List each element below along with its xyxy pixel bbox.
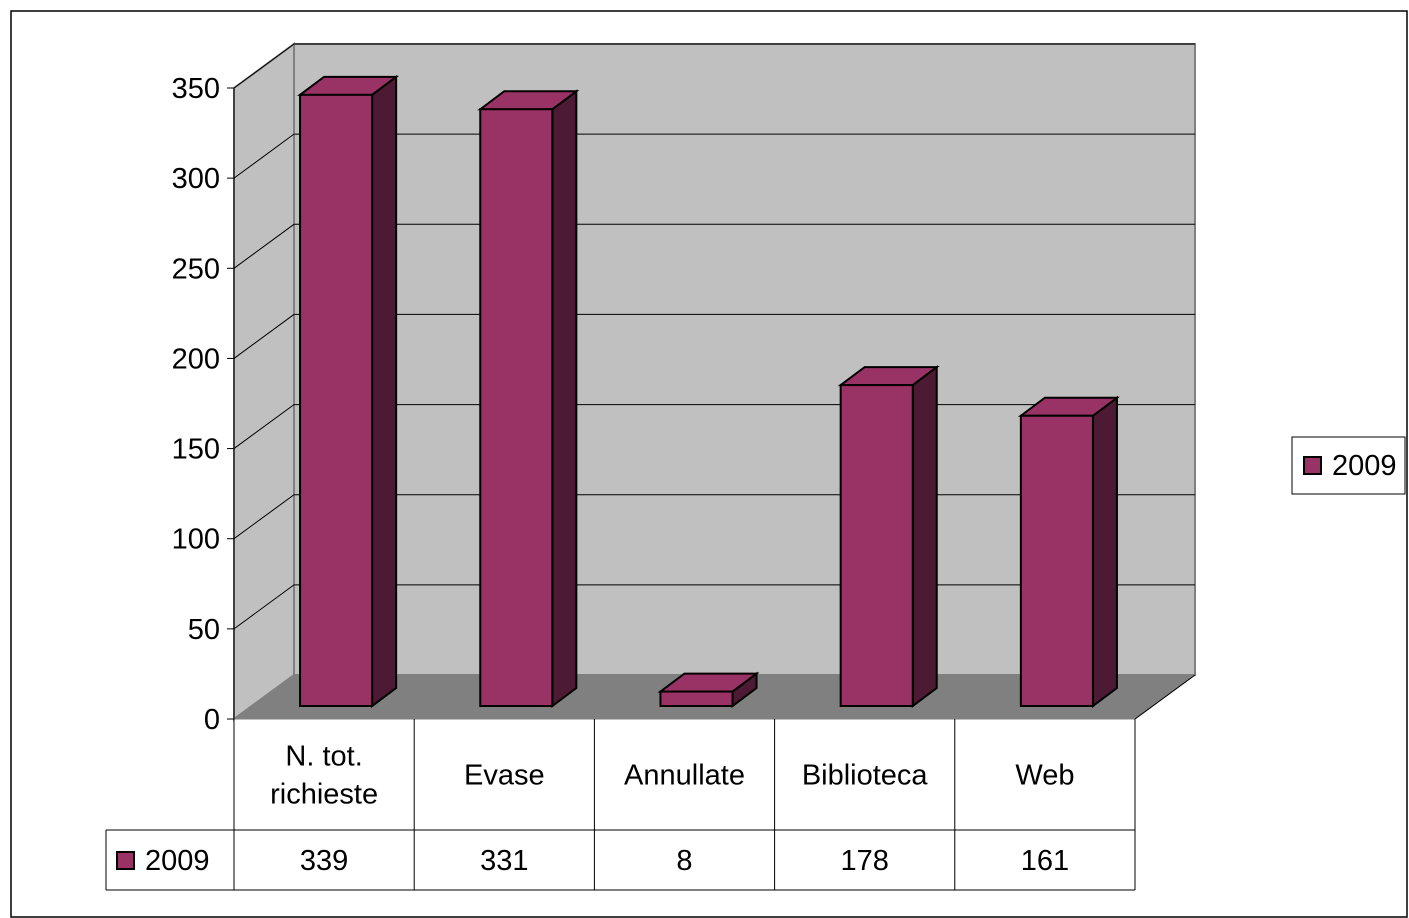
gridline: [233, 133, 1195, 179]
category-label: Web: [1015, 760, 1074, 792]
bar-front: [1019, 414, 1094, 707]
bar-front: [299, 93, 374, 708]
y-tick-label: 200: [172, 343, 220, 375]
legend-key: [1303, 456, 1322, 475]
bar-side: [551, 89, 578, 708]
bar: [297, 74, 400, 708]
floor-edge: [1134, 674, 1196, 720]
bar: [837, 365, 940, 708]
data-table: N. tot. richieste 339 Evase 331 Annullate 8 Bib…: [105, 719, 1136, 891]
bar-side: [911, 365, 938, 708]
category-label: N. tot.: [285, 741, 362, 773]
data-table-value: 8: [676, 845, 692, 877]
bar-front: [659, 690, 734, 708]
gridline: [233, 43, 1195, 89]
bars: [297, 74, 1120, 708]
y-tick-label: 50: [188, 614, 220, 646]
data-table-value: 161: [1021, 845, 1069, 877]
y-tick-label: 100: [172, 524, 220, 556]
bar: [1017, 395, 1120, 708]
category-label: Evase: [464, 760, 545, 792]
data-table-value: 178: [841, 845, 889, 877]
y-tick-label: 150: [172, 434, 220, 466]
legend: 2009: [1291, 436, 1406, 495]
data-table-value: 331: [480, 845, 528, 877]
bar: [657, 671, 760, 708]
bar-front: [479, 108, 554, 708]
bar-side: [371, 74, 398, 708]
table-series-key: [116, 851, 135, 870]
category-label: richieste: [270, 779, 378, 811]
bar-front: [839, 384, 914, 707]
table-series-name: 2009: [145, 845, 210, 877]
y-tick-label: 250: [172, 253, 220, 285]
gridline: [233, 313, 1195, 359]
bar: [477, 89, 580, 708]
bar-side: [1091, 395, 1118, 708]
category-label: Annullate: [624, 760, 745, 792]
legend-label: 2009: [1332, 450, 1397, 482]
y-tick-label: 350: [172, 73, 220, 105]
y-tick-label: 300: [172, 163, 220, 195]
y-axis: 0 50 100 150 200 250 300 350: [172, 73, 1196, 736]
category-label: Biblioteca: [802, 760, 929, 792]
gridline: [233, 223, 1195, 269]
y-tick-label: 0: [204, 704, 220, 736]
data-table-value: 339: [300, 845, 348, 877]
side-wall: [233, 42, 295, 721]
